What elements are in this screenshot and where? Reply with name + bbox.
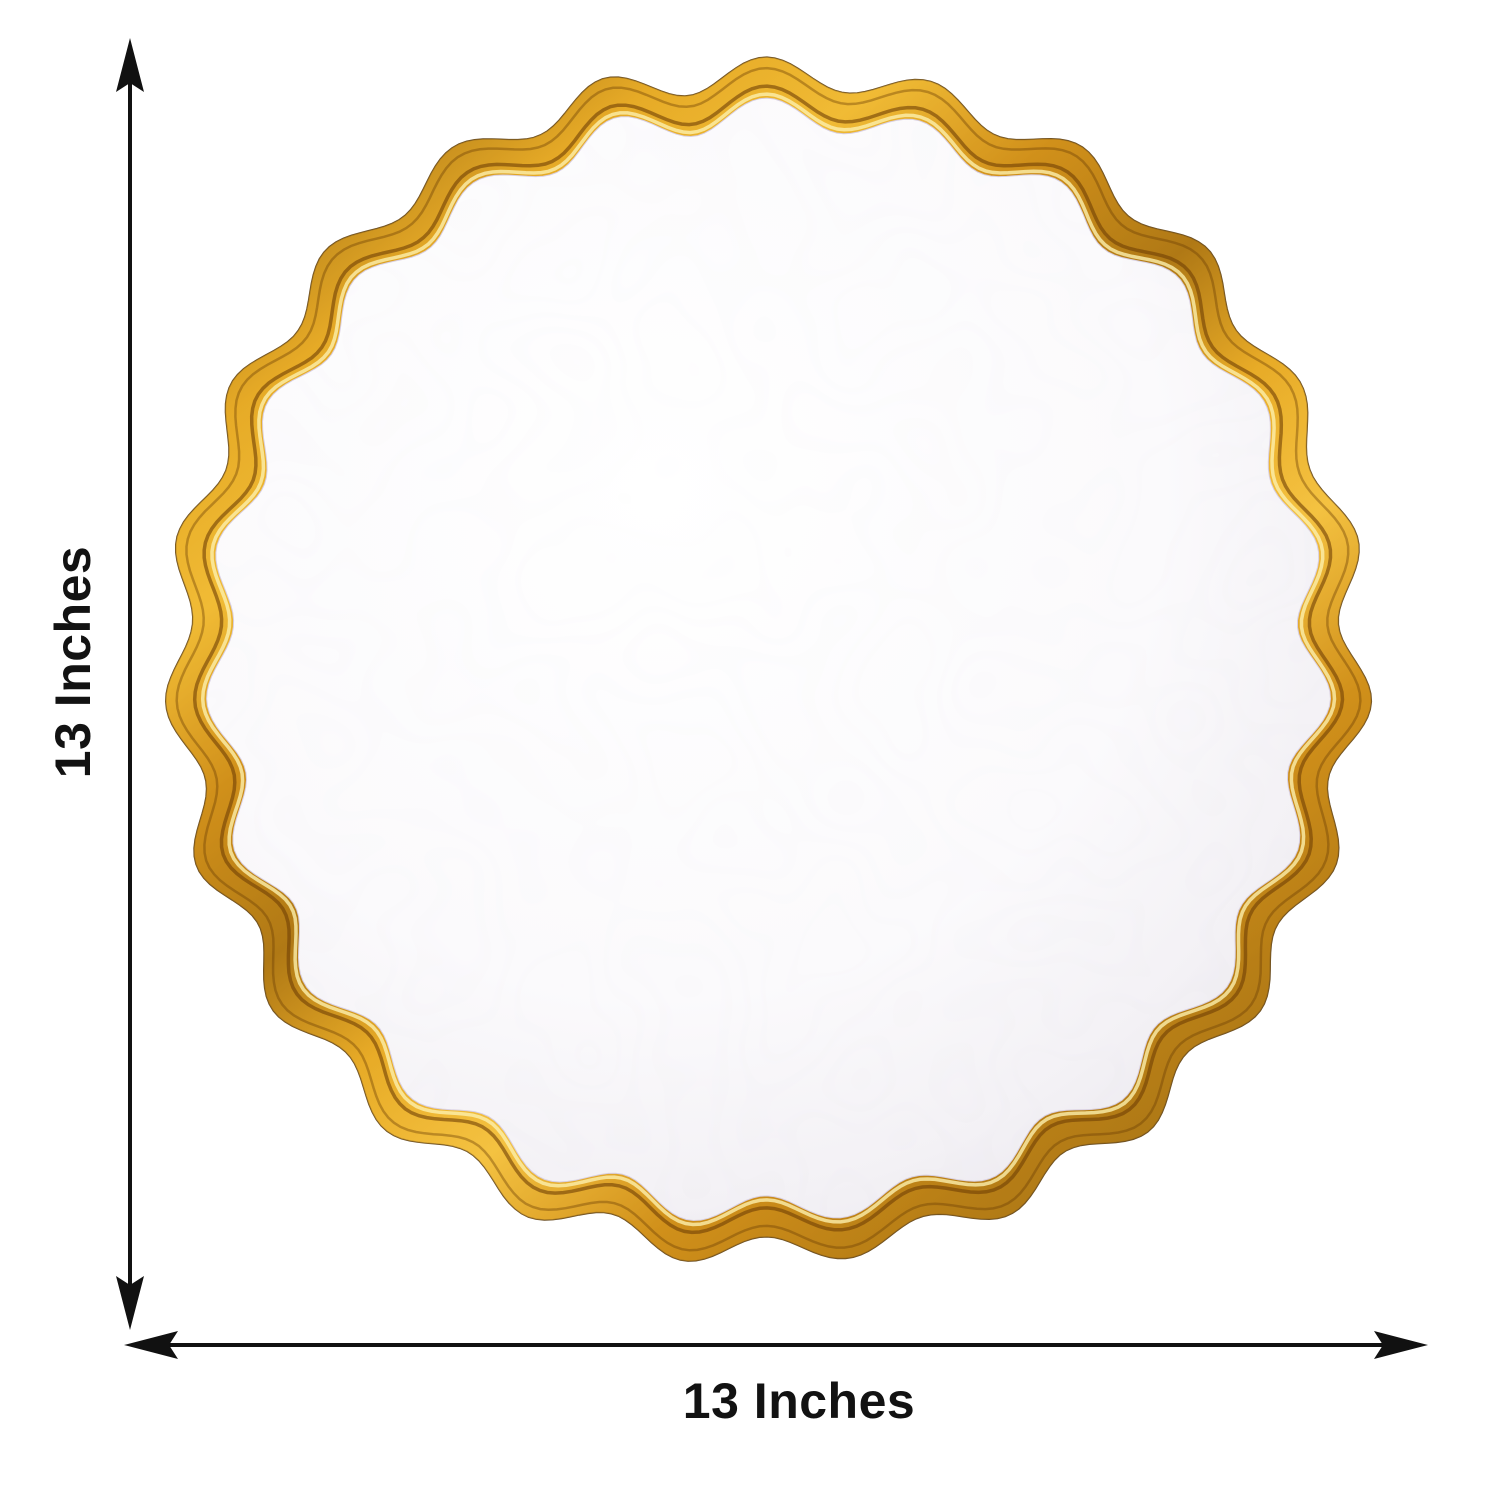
svg-text:13 Inches: 13 Inches (683, 1373, 915, 1429)
svg-text:13 Inches: 13 Inches (45, 546, 101, 778)
